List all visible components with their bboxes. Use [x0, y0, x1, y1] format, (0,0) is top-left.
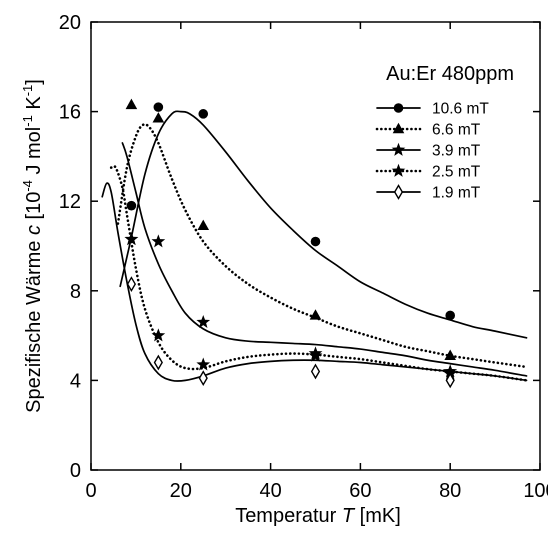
x-axis-label-var: T	[342, 505, 356, 527]
legend: 10.6 mT 6.6 mT 3.9 mT 2.5 mT 1.9 mT	[375, 101, 489, 202]
legend-marker-circle	[393, 103, 404, 113]
y-axis-label-unit-3: K	[23, 96, 45, 116]
x-axis-label: Temperatur T [mK]	[235, 505, 401, 527]
x-axis-label-main: Temperatur	[235, 505, 342, 527]
x-axis-label-unit: [mK]	[354, 505, 401, 527]
data-point-triangle	[444, 349, 456, 360]
series-curve-106mT	[119, 110, 528, 339]
data-point-triangle	[125, 98, 138, 110]
data-point-diamond	[153, 354, 163, 371]
y-axis-label-main: Spezifische Wärme	[23, 235, 45, 413]
fit-curves	[101, 110, 528, 382]
data-point-star	[196, 314, 211, 328]
y-axis-label-unit-1: [10	[23, 192, 45, 225]
data-point-star	[124, 232, 139, 246]
legend-label: 2.5 mT	[432, 164, 481, 181]
y-tick-label: 12	[59, 191, 81, 213]
data-point-circle	[126, 200, 137, 211]
data-point-star	[196, 357, 211, 371]
x-tick-label: 100	[523, 480, 548, 502]
data-point-triangle	[152, 112, 165, 123]
y-axis-label-exp-1: -4	[20, 180, 35, 192]
y-tick-label: 20	[59, 12, 81, 34]
y-axis-label-unit-4: ]	[23, 79, 45, 85]
x-tick-label: 20	[170, 480, 192, 502]
x-tick-label: 80	[439, 480, 461, 502]
legend-marker-star	[391, 142, 406, 156]
legend-label: 1.9 mT	[432, 185, 481, 202]
legend-marker-diamond	[393, 184, 404, 200]
x-tick-label: 40	[259, 480, 281, 502]
data-point-circle	[198, 109, 209, 119]
data-point-star	[151, 234, 166, 248]
plot-area: 0 20 40 60 80 100 0 4 8 12 16 20	[59, 12, 548, 502]
data-point-star	[151, 328, 166, 342]
data-point-triangle	[197, 219, 210, 231]
data-point-diamond	[198, 370, 208, 387]
series-curve-25mT	[109, 164, 528, 382]
series-curve-39mT	[121, 142, 528, 377]
legend-marker-triangle	[392, 122, 405, 134]
data-point-circle	[310, 236, 321, 247]
y-axis-label-exp-3: -1	[20, 85, 35, 97]
chart-title: Au:Er 480ppm	[386, 63, 514, 85]
data-point-diamond	[310, 363, 321, 380]
data-point-diamond	[445, 372, 455, 389]
data-point-diamond	[126, 276, 137, 292]
legend-marker-star	[391, 163, 406, 177]
series-curve-19mT	[101, 182, 528, 382]
series-curve-66mT	[116, 123, 528, 369]
y-axis-label-exp-2: -1	[20, 115, 35, 127]
data-point-circle	[445, 310, 456, 321]
data-point-circle	[153, 102, 164, 112]
y-axis-label-unit-2: J mol	[23, 127, 45, 180]
y-tick-label: 8	[70, 281, 81, 303]
legend-label: 6.6 mT	[432, 122, 481, 139]
y-tick-label: 4	[70, 370, 81, 392]
data-point-triangle	[309, 309, 322, 320]
y-tick-label: 0	[70, 460, 81, 482]
plot-frame	[90, 21, 541, 471]
x-tick-label: 60	[349, 480, 371, 502]
y-tick-label: 16	[59, 102, 81, 124]
y-axis-label-var: c	[23, 225, 45, 235]
data-point-star	[308, 348, 323, 362]
legend-label: 3.9 mT	[432, 143, 481, 160]
legend-label: 10.6 mT	[432, 101, 489, 118]
y-axis-label: Spezifische Wärme c [10-4 J mol-1 K-1]	[20, 79, 45, 413]
x-tick-label: 0	[85, 480, 96, 502]
